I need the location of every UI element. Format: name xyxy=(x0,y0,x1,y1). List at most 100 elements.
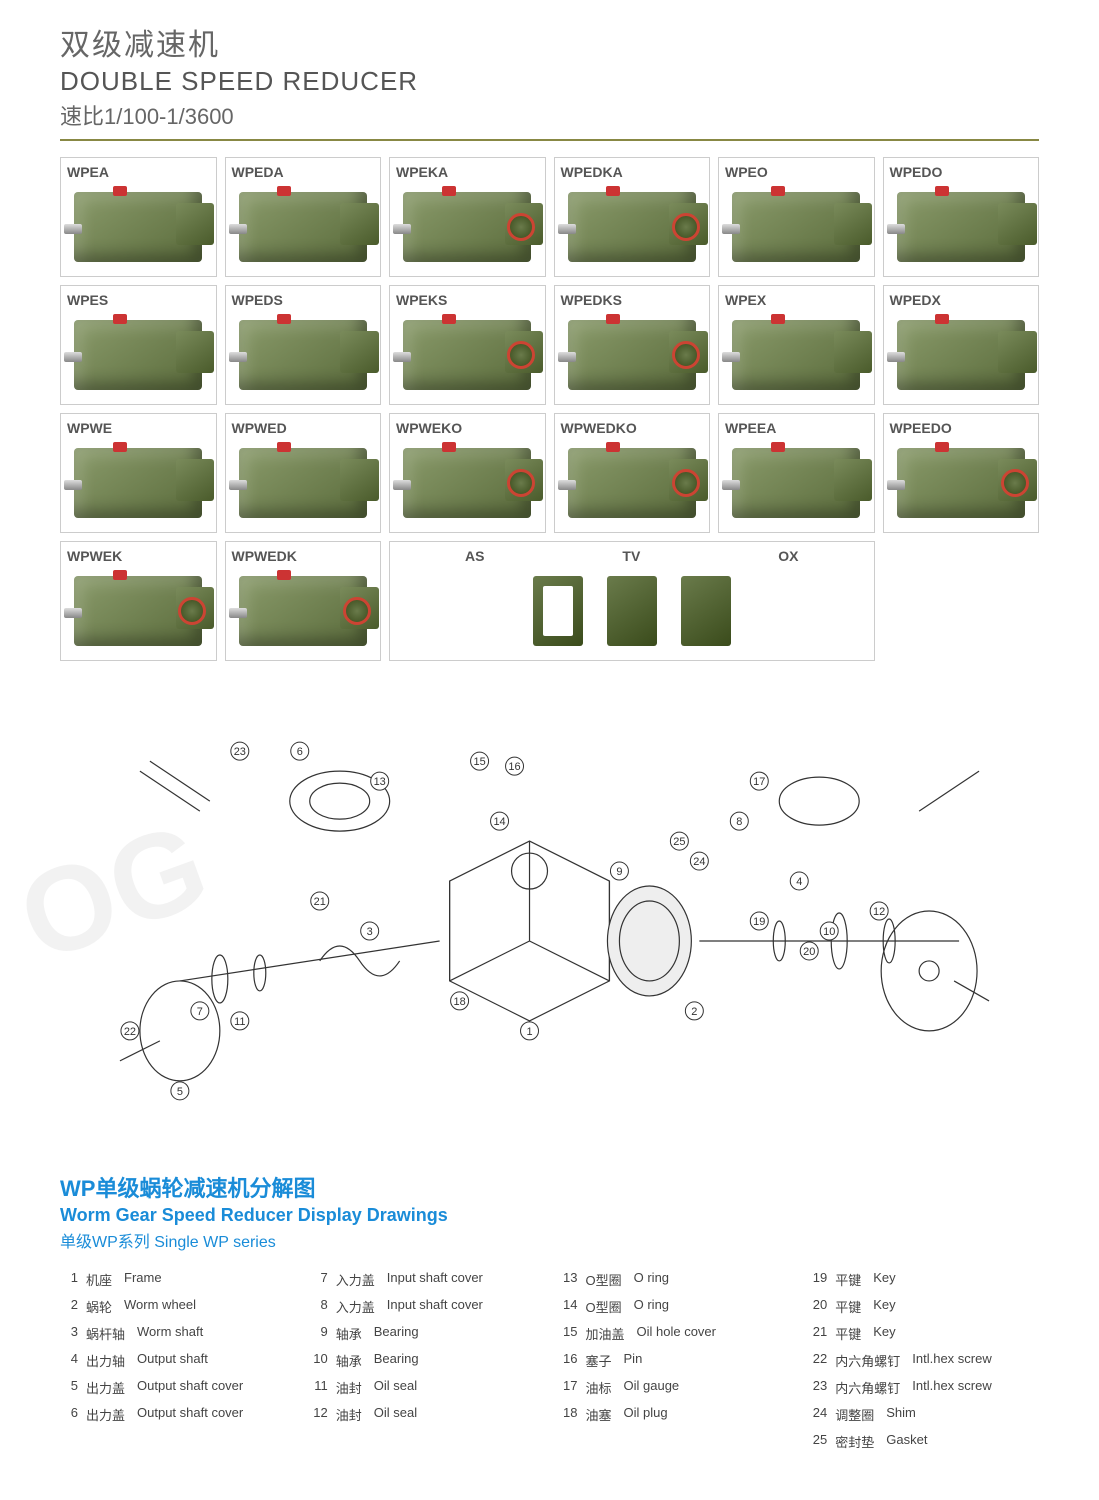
part-item: 12油封Oil seal xyxy=(310,1405,540,1424)
part-item: 16塞子Pin xyxy=(560,1351,790,1370)
part-name-en: Gasket xyxy=(886,1432,927,1451)
product-cell: WPEDA xyxy=(225,157,382,277)
product-label: WPWEKO xyxy=(396,420,539,436)
part-item: 8入力盖Input shaft cover xyxy=(310,1297,540,1316)
callout-bubble: 3 xyxy=(361,922,379,940)
part-item: 7入力盖Input shaft cover xyxy=(310,1270,540,1289)
bracket-icon xyxy=(681,576,731,646)
product-image xyxy=(67,184,210,270)
product-label: WPES xyxy=(67,292,210,308)
part-name-cn: 油标 xyxy=(586,1378,612,1397)
callout-bubble: 22 xyxy=(121,1022,139,1040)
callout-bubble: 7 xyxy=(191,1002,209,1020)
bracket-icon xyxy=(533,576,583,646)
product-label: WPEDS xyxy=(232,292,375,308)
product-image xyxy=(396,184,539,270)
part-number: 9 xyxy=(310,1324,328,1343)
product-cell: WPWEK xyxy=(60,541,217,661)
part-name-en: Intl.hex screw xyxy=(912,1351,991,1370)
part-number: 17 xyxy=(560,1378,578,1397)
part-number: 4 xyxy=(60,1351,78,1370)
part-number: 8 xyxy=(310,1297,328,1316)
svg-text:15: 15 xyxy=(473,756,485,768)
svg-text:12: 12 xyxy=(873,906,885,918)
part-number: 16 xyxy=(560,1351,578,1370)
bracket-icon xyxy=(607,576,657,646)
product-label: WPWEK xyxy=(67,548,210,564)
part-name-cn: 油封 xyxy=(336,1378,362,1397)
bracket-label: OX xyxy=(778,548,798,564)
part-item: 13O型圈O ring xyxy=(560,1270,790,1289)
part-name-cn: 平键 xyxy=(835,1324,861,1343)
part-item: 21平键Key xyxy=(809,1324,1039,1343)
part-number: 11 xyxy=(310,1378,328,1397)
part-name-cn: 出力盖 xyxy=(86,1378,125,1397)
product-image xyxy=(561,312,704,398)
part-item: 1机座Frame xyxy=(60,1270,290,1289)
part-name-cn: 内六角螺钉 xyxy=(835,1378,900,1397)
callout-bubble: 6 xyxy=(291,742,309,760)
header-divider xyxy=(60,139,1039,141)
product-cell: WPEA xyxy=(60,157,217,277)
callout-bubble: 4 xyxy=(790,872,808,890)
part-number: 6 xyxy=(60,1405,78,1424)
legend-title-en: Worm Gear Speed Reducer Display Drawings xyxy=(60,1205,1039,1226)
product-image xyxy=(725,184,868,270)
svg-text:19: 19 xyxy=(753,916,765,928)
part-name-en: Worm wheel xyxy=(124,1297,196,1316)
part-name-cn: 出力盖 xyxy=(86,1405,125,1424)
part-number: 15 xyxy=(560,1324,578,1343)
part-name-en: Output shaft cover xyxy=(137,1405,243,1424)
part-number: 24 xyxy=(809,1405,827,1424)
product-cell: WPWEDKO xyxy=(554,413,711,533)
product-cell: WPEDKA xyxy=(554,157,711,277)
product-image xyxy=(232,312,375,398)
product-cell: WPEO xyxy=(718,157,875,277)
callout-bubble: 1 xyxy=(521,1022,539,1040)
part-name-cn: 塞子 xyxy=(586,1351,612,1370)
product-image xyxy=(396,312,539,398)
part-number: 25 xyxy=(809,1432,827,1451)
part-name-cn: 油封 xyxy=(336,1405,362,1424)
part-number: 20 xyxy=(809,1297,827,1316)
part-item: 19平键Key xyxy=(809,1270,1039,1289)
product-image xyxy=(890,184,1033,270)
callout-bubble: 15 xyxy=(471,752,489,770)
part-number: 1 xyxy=(60,1270,78,1289)
part-number: 13 xyxy=(560,1270,578,1289)
part-name-cn: 出力轴 xyxy=(86,1351,125,1370)
legend-title-cn: WP单级蜗轮减速机分解图 xyxy=(60,1171,1039,1203)
part-name-cn: 内六角螺钉 xyxy=(835,1351,900,1370)
svg-text:17: 17 xyxy=(753,776,765,788)
part-name-cn: O型圈 xyxy=(586,1270,622,1289)
product-cell: WPEDKS xyxy=(554,285,711,405)
svg-text:13: 13 xyxy=(374,776,386,788)
product-image xyxy=(396,440,539,526)
product-image xyxy=(67,312,210,398)
svg-text:20: 20 xyxy=(803,946,815,958)
callout-bubble: 11 xyxy=(231,1012,249,1030)
product-cell: WPEKS xyxy=(389,285,546,405)
svg-text:2: 2 xyxy=(691,1006,697,1018)
product-cell: WPEDS xyxy=(225,285,382,405)
part-name-cn: 平键 xyxy=(835,1270,861,1289)
part-name-en: Output shaft xyxy=(137,1351,208,1370)
svg-text:1: 1 xyxy=(526,1026,532,1038)
bracket-label: AS xyxy=(465,548,484,564)
product-image xyxy=(232,440,375,526)
callout-bubble: 24 xyxy=(690,852,708,870)
product-cell: WPEDO xyxy=(883,157,1040,277)
subtitle-ratio: 速比1/100-1/3600 xyxy=(60,99,1039,131)
part-number: 5 xyxy=(60,1378,78,1397)
svg-text:25: 25 xyxy=(673,836,685,848)
product-cell: WPEX xyxy=(718,285,875,405)
part-number: 2 xyxy=(60,1297,78,1316)
product-label: WPEA xyxy=(67,164,210,180)
bracket-cell: ASTVOX xyxy=(389,541,875,661)
product-grid: WPEAWPEDAWPEKAWPEDKAWPEOWPEDOWPESWPEDSWP… xyxy=(60,157,1039,661)
part-name-en: Oil plug xyxy=(624,1405,668,1424)
product-cell: WPES xyxy=(60,285,217,405)
callout-bubble: 8 xyxy=(730,812,748,830)
callout-bubble: 16 xyxy=(506,757,524,775)
product-image xyxy=(67,568,210,654)
